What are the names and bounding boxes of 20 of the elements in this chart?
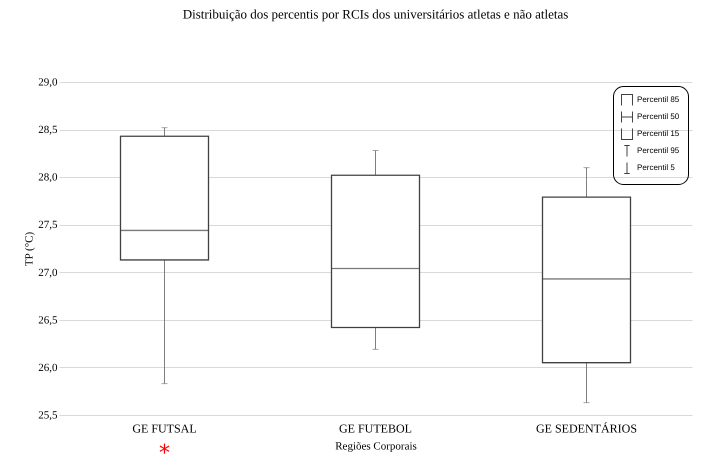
- x-tick-label: GE FUTSAL: [132, 422, 197, 436]
- annotation: Percentil 85: [637, 95, 680, 104]
- y-tick-label: 28,5: [38, 124, 58, 136]
- y-tick-label: 26,0: [38, 362, 58, 374]
- x-tick-label: GE SEDENTÁRIOS: [536, 422, 637, 436]
- x-tick-label: GE FUTEBOL: [339, 422, 412, 436]
- y-axis-title: TP (°C): [23, 232, 36, 266]
- x-axis-title: Regiões Corporais: [335, 440, 417, 452]
- y-tick-label: 27,5: [38, 219, 58, 232]
- y-tick-label: 25,5: [38, 410, 58, 422]
- annotation: Percentil 15: [637, 129, 680, 138]
- annotation: Percentil 95: [637, 146, 680, 155]
- annotation: Percentil 5: [637, 163, 676, 172]
- y-tick-label: 29,0: [38, 76, 58, 88]
- annotation: Percentil 50: [637, 112, 680, 121]
- text: *: [159, 441, 170, 466]
- y-tick-label: 26,5: [38, 314, 58, 326]
- y-tick-label: 27,0: [38, 266, 58, 279]
- y-tick-label: 28,0: [38, 172, 58, 184]
- chart-title: Distribuição dos percentis por RCIs dos universitários atletas e não atletas: [182, 6, 568, 22]
